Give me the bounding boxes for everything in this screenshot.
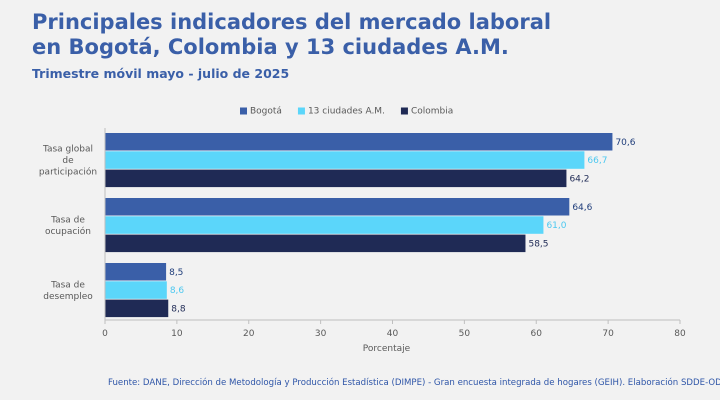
page-title: Principales indicadores del mercado labo… [32, 10, 551, 60]
bar-2-0 [105, 169, 567, 188]
x-tick-label-4: 40 [387, 329, 399, 339]
x-tick-label-5: 50 [459, 329, 471, 339]
bar-1-1 [105, 216, 544, 234]
title-line-1: Principales indicadores del mercado labo… [32, 10, 552, 34]
x-tick-label-7: 70 [602, 329, 614, 339]
legend-label-0: Bogotá [250, 107, 282, 117]
data-label-2-1: 58,5 [528, 239, 548, 249]
bar-2-1 [105, 234, 526, 253]
x-tick-label-1: 10 [171, 329, 183, 339]
x-tick-label-8: 80 [674, 329, 686, 339]
category-label-2: Tasa de desempleo [43, 280, 93, 302]
data-label-0-2: 8,5 [169, 268, 183, 278]
bar-1-2 [105, 281, 167, 299]
source-note: Fuente: DANE, Dirección de Metodología y… [108, 378, 720, 388]
legend-swatch-2 [400, 107, 408, 115]
legend-swatch-0 [240, 107, 247, 115]
data-label-0-0: 70,6 [615, 138, 635, 148]
subtitle: Trimestre móvil mayo - julio de 2025 [32, 66, 290, 81]
x-tick-label-3: 30 [315, 329, 327, 339]
bar-0-1 [105, 198, 570, 216]
legend-label-1: 13 ciudades A.M. [308, 107, 385, 117]
category-label-0: Tasa global de participación [39, 145, 97, 178]
bar-0-2 [105, 263, 167, 281]
data-label-0-1: 64,6 [572, 203, 592, 213]
legend-swatch-1 [297, 107, 305, 115]
x-tick-label-6: 60 [531, 329, 543, 339]
x-tick-label-0: 0 [102, 329, 108, 339]
data-label-1-1: 61,0 [546, 221, 566, 231]
bar-0-0 [105, 133, 613, 151]
data-label-2-0: 64,2 [569, 174, 589, 184]
data-label-1-0: 66,7 [587, 156, 607, 166]
data-label-1-2: 8,6 [170, 286, 185, 296]
data-label-2-2: 8,8 [171, 304, 186, 314]
x-tick-label-2: 20 [243, 329, 255, 339]
bar-2-2 [105, 299, 169, 318]
legend-label-2: Colombia [411, 107, 453, 117]
title-line-2: en Bogotá, Colombia y 13 ciudades A.M. [32, 35, 509, 59]
category-label-1: Tasa de ocupación [45, 215, 91, 237]
x-axis-title: Porcentaje [363, 344, 411, 354]
bar-1-0 [105, 151, 585, 169]
